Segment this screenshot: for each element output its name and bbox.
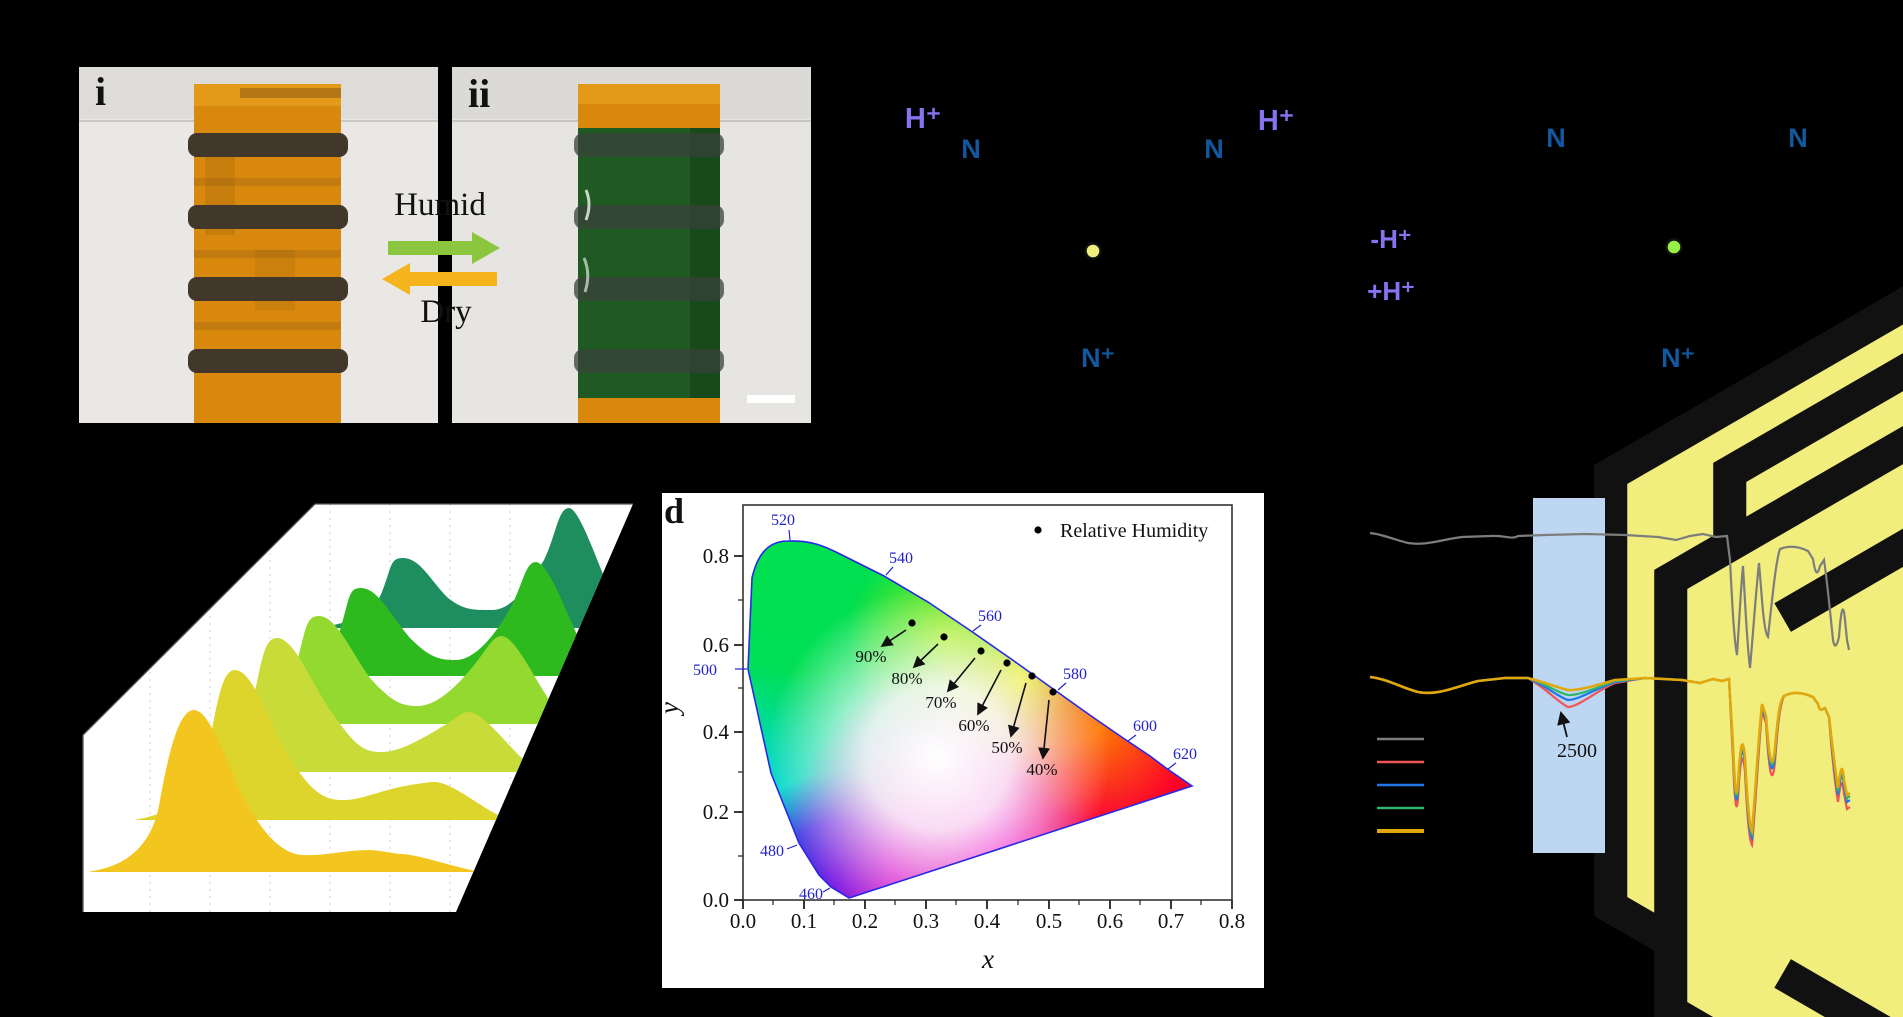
x-tick-0.2: 0.2 bbox=[852, 909, 878, 933]
n-right: N bbox=[1204, 134, 1224, 164]
wavelength-480: 480 bbox=[760, 843, 784, 860]
dry-label: Dry bbox=[420, 294, 472, 330]
y-tick-0.0: 0.0 bbox=[703, 888, 729, 912]
x-tick-0.5: 0.5 bbox=[1036, 909, 1062, 933]
n-plus-green: N⁺ bbox=[1661, 343, 1695, 373]
annotation-2500: 2500 bbox=[1557, 740, 1597, 762]
cie-legend: Relative Humidity bbox=[1034, 520, 1208, 542]
cie-y-axis-title: y bbox=[654, 702, 684, 717]
dark-stripes-i bbox=[188, 133, 348, 373]
protonated-molecule: H⁺ N N H⁺ N⁺ bbox=[905, 103, 1903, 1017]
x-tick-0.3: 0.3 bbox=[913, 909, 939, 933]
ftir-legend bbox=[1377, 737, 1424, 833]
annotation-arrow bbox=[1557, 711, 1571, 738]
wavelength-580: 580 bbox=[1063, 666, 1087, 683]
photo-humid-film: ii bbox=[452, 67, 811, 423]
wavelength-540: 540 bbox=[889, 550, 913, 567]
x-tick-0.0: 0.0 bbox=[730, 909, 756, 933]
photo-i-label: i bbox=[95, 69, 106, 114]
x-tick-0.8: 0.8 bbox=[1219, 909, 1245, 933]
point-50 bbox=[1028, 672, 1036, 680]
humidity-label-70: 70% bbox=[925, 693, 956, 712]
h-plus-right: H⁺ bbox=[1258, 105, 1294, 137]
point-40 bbox=[1049, 688, 1057, 696]
minus-h-label: -H⁺ bbox=[1370, 224, 1411, 254]
cie-y-ticks bbox=[734, 555, 743, 901]
panel-a-photos: i ii bbox=[79, 67, 811, 423]
plus-h-label: +H⁺ bbox=[1367, 276, 1415, 306]
panel-e-ftir: 2500 bbox=[1369, 498, 1851, 853]
dry-arrow-icon bbox=[382, 263, 497, 295]
ridge-curve-1-front bbox=[88, 710, 480, 872]
y-tick-0.2: 0.2 bbox=[703, 800, 729, 824]
ridgeline-frame bbox=[82, 503, 633, 912]
humidity-points bbox=[908, 619, 1057, 696]
x-tick-0.1: 0.1 bbox=[791, 909, 817, 933]
humidity-label-90: 90% bbox=[855, 647, 886, 666]
wavelength-520: 520 bbox=[771, 512, 795, 529]
legend-dot-icon bbox=[1034, 526, 1042, 534]
humidity-arrows bbox=[880, 629, 1051, 760]
point-70 bbox=[977, 647, 985, 655]
panel-b-structures: H⁺ N N H⁺ N⁺ -H⁺ +H⁺ N N N⁺ bbox=[905, 103, 1903, 1017]
humidity-label-80: 80% bbox=[891, 669, 922, 688]
humid-arrow-icon bbox=[388, 232, 500, 264]
point-80 bbox=[940, 633, 948, 641]
h-plus-left: H⁺ bbox=[905, 103, 941, 135]
highlight-band bbox=[1533, 498, 1605, 853]
ftir-orange-spectrum bbox=[1369, 675, 1851, 836]
pyridinium-circle bbox=[1084, 242, 1102, 260]
wavelength-600: 600 bbox=[1133, 718, 1157, 735]
point-60 bbox=[1003, 659, 1011, 667]
ftir-gray-spectrum bbox=[1369, 531, 1851, 669]
reaction-labels: -H⁺ +H⁺ bbox=[1367, 224, 1415, 306]
ridge-curve-5 bbox=[272, 562, 602, 676]
y-tick-0.6: 0.6 bbox=[703, 633, 729, 657]
humidity-label-60: 60% bbox=[958, 716, 989, 735]
humidity-label-40: 40% bbox=[1026, 760, 1057, 779]
n-left: N bbox=[961, 134, 981, 164]
wavelength-620: 620 bbox=[1173, 746, 1197, 763]
point-90 bbox=[908, 619, 916, 627]
wavelength-500: 500 bbox=[693, 662, 717, 679]
panel-d-letter: d bbox=[664, 491, 684, 531]
humidity-label-50: 50% bbox=[991, 738, 1022, 757]
panel-c-ridgeline bbox=[82, 503, 633, 912]
humid-label: Humid bbox=[394, 187, 486, 223]
humidity-transition: Humid Dry bbox=[382, 187, 500, 330]
wavelength-460: 460 bbox=[799, 886, 823, 903]
cie-x-ticks bbox=[742, 900, 1233, 909]
n-plus-bottom: N⁺ bbox=[1081, 343, 1115, 373]
n-right-green: N bbox=[1788, 123, 1808, 153]
spectral-locus-outline bbox=[747, 540, 1194, 899]
x-tick-0.6: 0.6 bbox=[1097, 909, 1123, 933]
n-left-green: N bbox=[1546, 123, 1566, 153]
scale-bar bbox=[747, 395, 795, 403]
deprotonated-molecule: N N N⁺ bbox=[1546, 123, 1808, 373]
y-tick-0.8: 0.8 bbox=[703, 544, 729, 568]
x-tick-0.4: 0.4 bbox=[974, 909, 1001, 933]
photo-dry-film: i bbox=[79, 67, 438, 423]
dark-stripes-ii bbox=[574, 133, 724, 373]
y-tick-0.4: 0.4 bbox=[703, 720, 730, 744]
legend-relative-humidity: Relative Humidity bbox=[1060, 520, 1208, 542]
panel-d-cie: d bbox=[654, 491, 1264, 988]
cie-x-axis-title: x bbox=[981, 944, 994, 974]
x-tick-0.7: 0.7 bbox=[1158, 909, 1184, 933]
pyridine-circle bbox=[1665, 238, 1683, 256]
wavelength-560: 560 bbox=[978, 608, 1002, 625]
photo-ii-label: ii bbox=[468, 71, 490, 116]
wavelength-ticklines bbox=[735, 529, 1177, 893]
